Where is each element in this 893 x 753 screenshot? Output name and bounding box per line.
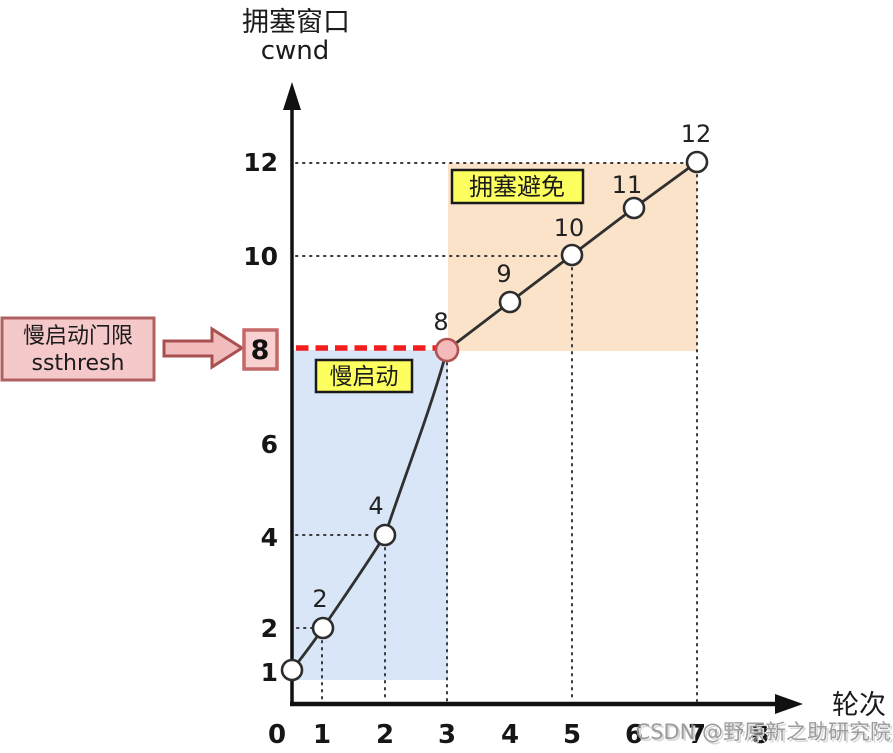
x-tick-8: 8 [751, 720, 769, 750]
ssthresh-callout-box [0, 316, 156, 382]
x-tick-4: 4 [501, 720, 519, 750]
y-axis-arrow-icon [283, 82, 301, 110]
point-label-11: 11 [612, 171, 643, 199]
data-point-1-2 [311, 616, 335, 640]
x-tick-labels: 0 1 2 3 4 5 6 7 8 [268, 720, 769, 750]
slow-start-label-box [314, 358, 414, 394]
x-tick-7: 7 [688, 720, 706, 750]
y-tick-6: 6 [261, 430, 278, 459]
y-tick-labels: 12 10 6 4 2 1 [243, 148, 278, 687]
watermark-shadow-text: CSDN @野原新之助研究院 [637, 722, 893, 746]
x-axis-title: 轮次 [832, 690, 886, 721]
data-point-7-12 [685, 150, 709, 174]
ssthresh-data-point-3-8 [434, 337, 460, 363]
phase-labels: 拥塞避免 慢启动 [314, 168, 585, 394]
x-tick-5: 5 [563, 720, 581, 750]
x-tick-0: 0 [268, 720, 286, 750]
ssthresh-callout-line2: ssthresh [32, 351, 125, 376]
congestion-avoidance-label: 拥塞避免 [469, 173, 565, 201]
dotted-guide-lines [295, 162, 698, 702]
axes [283, 82, 803, 714]
watermark-text: CSDN @野原新之助研究院 [635, 720, 891, 744]
watermark: CSDN @野原新之助研究院 CSDN @野原新之助研究院 [635, 720, 893, 746]
point-label-8: 8 [433, 308, 448, 336]
x-tick-1: 1 [313, 720, 331, 750]
y-tick-1: 1 [261, 658, 278, 687]
data-point-5-10 [560, 243, 584, 267]
y-axis-title-zh: 拥塞窗口 [242, 7, 350, 38]
point-labels: 2 4 8 9 10 11 12 [312, 120, 711, 613]
point-label-12: 12 [681, 120, 712, 148]
ssthresh-callout-line1: 慢启动门限 [23, 324, 133, 349]
y-tick-10: 10 [243, 242, 278, 271]
y-tick-2: 2 [261, 614, 278, 643]
y-tick-12: 12 [243, 148, 278, 177]
data-point-2-4 [373, 523, 397, 547]
y-axis-title-en: cwnd [261, 36, 330, 66]
point-label-9: 9 [496, 260, 511, 288]
ssthresh-arrow-icon [162, 326, 245, 370]
ssthresh-value: 8 [251, 335, 270, 366]
ssthresh-value-box [242, 328, 279, 371]
point-label-4: 4 [368, 492, 383, 520]
x-tick-2: 2 [376, 720, 394, 750]
point-label-2: 2 [312, 585, 327, 613]
x-tick-6: 6 [625, 720, 643, 750]
congestion-avoidance-label-box [450, 168, 585, 205]
x-tick-3: 3 [438, 720, 456, 750]
y-tick-4: 4 [261, 523, 278, 552]
point-label-10: 10 [554, 214, 585, 242]
data-point-0-1 [280, 658, 304, 682]
data-points [280, 150, 709, 682]
axis-titles: 拥塞窗口 cwnd 轮次 [242, 7, 886, 721]
data-point-6-11 [622, 196, 646, 220]
data-point-4-9 [498, 290, 522, 314]
x-axis-arrow-icon [775, 694, 803, 714]
slow-start-label: 慢启动 [330, 364, 399, 390]
ssthresh-callout: 慢启动门限 ssthresh 8 [0, 316, 279, 382]
